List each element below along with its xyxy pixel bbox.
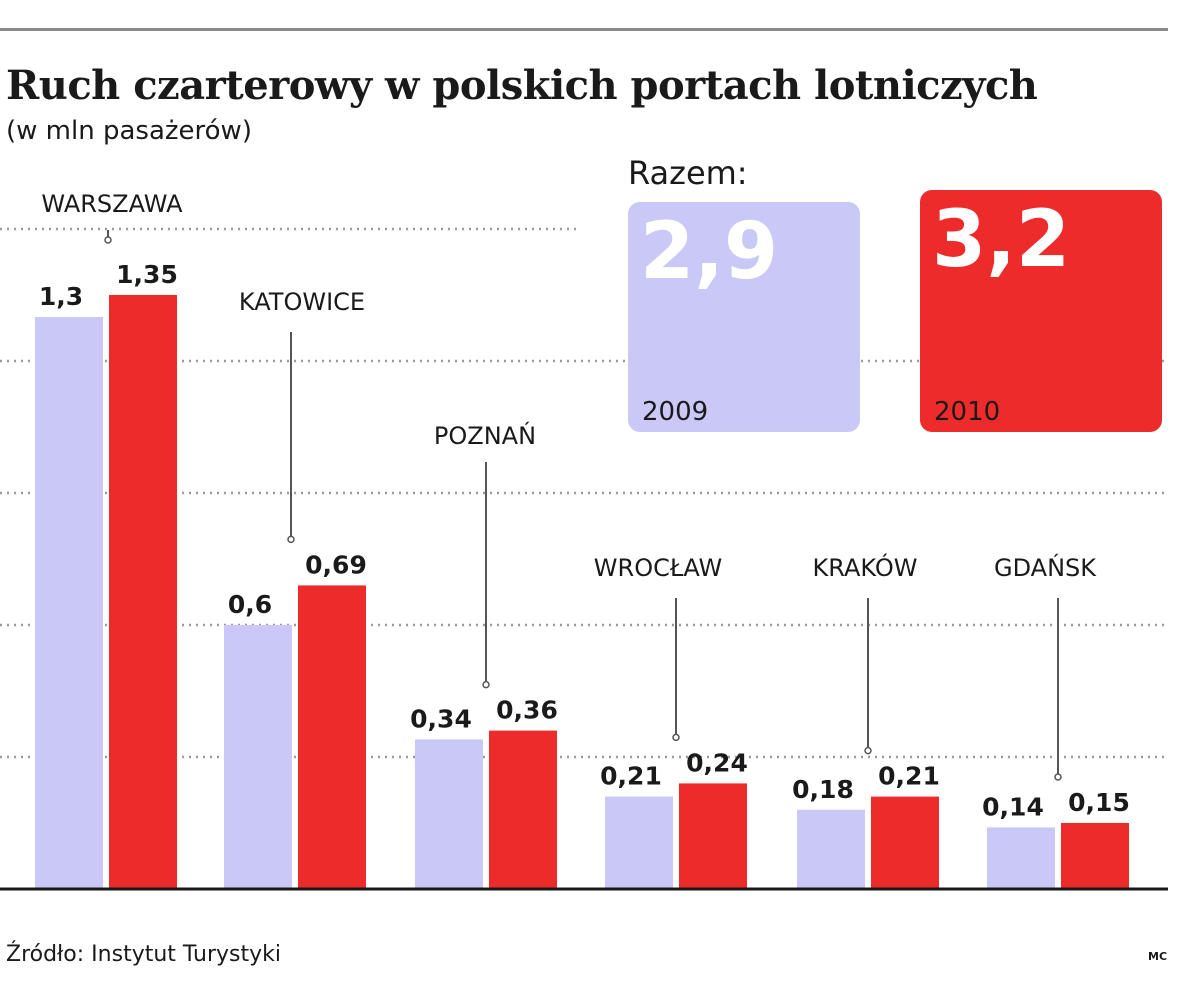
totals-value-2010: 3,2 xyxy=(932,195,1070,285)
value-label-gdansk-2010: 0,15 xyxy=(1068,788,1130,817)
top-rule xyxy=(0,28,1168,31)
bar-poznan-2009 xyxy=(415,739,483,889)
value-label-katowice-2010: 0,69 xyxy=(305,550,367,579)
category-label-wroclaw: WROCŁAW xyxy=(594,554,722,582)
totals-box-2009 xyxy=(628,202,860,432)
totals-label: Razem: xyxy=(628,154,748,192)
leader-dot-wroclaw xyxy=(672,733,680,742)
leader-dot-katowice xyxy=(287,535,295,544)
leader-dot-poznan xyxy=(482,680,490,689)
bar-wroclaw-2010 xyxy=(679,783,747,889)
chart-title: Ruch czarterowy w polskich portach lotni… xyxy=(6,62,1038,109)
bar-poznan-2010 xyxy=(489,730,557,889)
leader-lines xyxy=(104,230,1062,781)
bar-warszawa-2010 xyxy=(109,295,177,889)
category-label-katowice: KATOWICE xyxy=(239,288,365,316)
bar-warszawa-2009 xyxy=(35,317,103,889)
bar-wroclaw-2009 xyxy=(605,796,673,889)
value-label-wroclaw-2009: 0,21 xyxy=(600,762,662,791)
source-note: Źródło: Instytut Turystyki xyxy=(6,942,281,967)
totals-year-2009: 2009 xyxy=(642,397,708,427)
bars xyxy=(35,295,1129,889)
bar-gdansk-2010 xyxy=(1061,823,1129,889)
category-label-krakow: KRAKÓW xyxy=(813,552,918,582)
leader-dot-gdansk xyxy=(1054,773,1062,781)
author-credit: MC xyxy=(1148,950,1168,963)
chart-subtitle: (w mln pasażerów) xyxy=(6,116,252,146)
totals-panel: Razem: 2,9 2009 3,2 2010 xyxy=(628,154,1162,432)
value-label-gdansk-2009: 0,14 xyxy=(982,792,1044,821)
value-label-warszawa-2010: 1,35 xyxy=(116,260,178,289)
value-label-poznan-2009: 0,34 xyxy=(410,704,472,733)
leader-dot-warszawa xyxy=(104,236,112,244)
value-label-wroclaw-2010: 0,24 xyxy=(686,748,748,777)
category-labels: WARSZAWA KATOWICE POZNAŃ WROCŁAW KRAKÓW GDAŃS… xyxy=(41,190,1097,582)
totals-value-2009: 2,9 xyxy=(640,207,778,297)
bar-katowice-2009 xyxy=(224,625,292,889)
totals-box-2010 xyxy=(920,190,1162,432)
category-label-warszawa: WARSZAWA xyxy=(41,190,183,218)
category-label-poznan: POZNAŃ xyxy=(434,421,536,450)
bar-krakow-2010 xyxy=(871,796,939,889)
value-label-katowice-2009: 0,6 xyxy=(228,590,272,619)
value-label-warszawa-2009: 1,3 xyxy=(39,282,83,311)
value-label-krakow-2009: 0,18 xyxy=(792,775,854,804)
totals-year-2010: 2010 xyxy=(934,397,1000,427)
value-label-krakow-2010: 0,21 xyxy=(878,762,940,791)
leader-dot-krakow xyxy=(864,746,872,755)
bar-katowice-2010 xyxy=(298,585,366,889)
category-label-gdansk: GDAŃSK xyxy=(994,553,1097,582)
bar-krakow-2009 xyxy=(797,809,865,889)
value-labels: 1,3 1,35 0,6 0,69 0,34 0,36 0,21 0,24 0,18 0,21 0,… xyxy=(39,260,1130,821)
bar-gdansk-2009 xyxy=(987,827,1055,889)
value-label-poznan-2010: 0,36 xyxy=(496,696,558,725)
